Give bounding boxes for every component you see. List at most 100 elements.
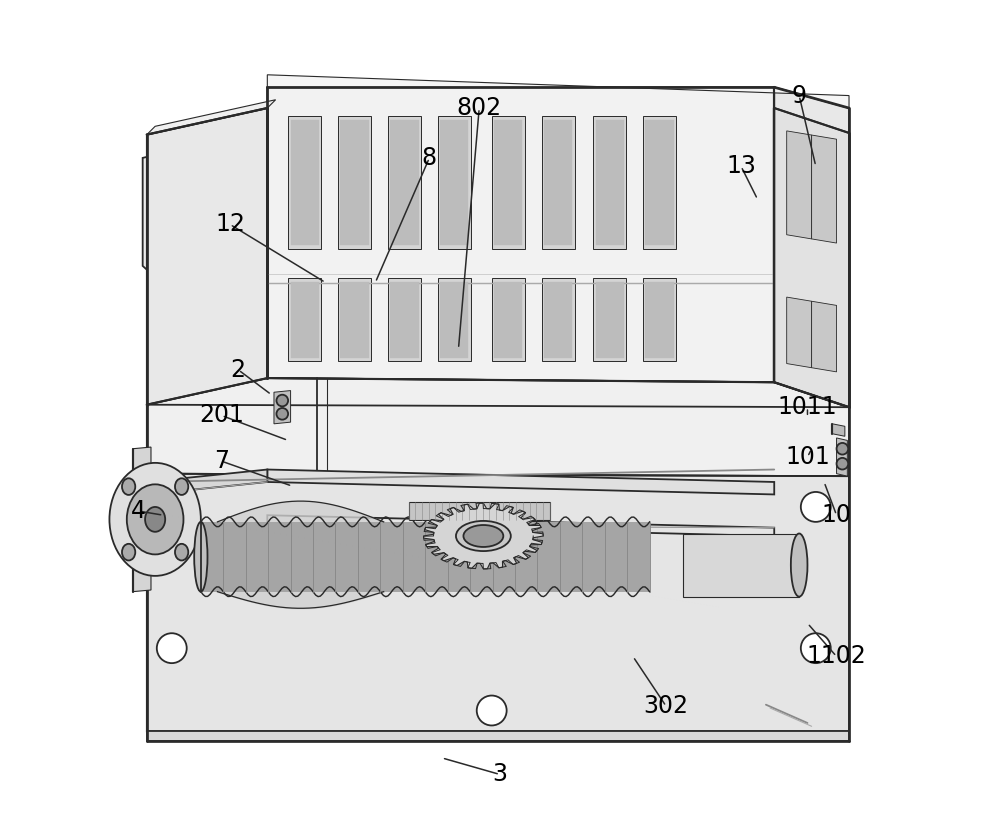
Polygon shape xyxy=(313,522,335,592)
Text: 4: 4 xyxy=(131,499,146,523)
Polygon shape xyxy=(787,130,812,239)
Ellipse shape xyxy=(276,395,288,406)
Text: 302: 302 xyxy=(644,695,689,718)
Ellipse shape xyxy=(463,525,503,547)
Ellipse shape xyxy=(127,484,183,554)
Text: 13: 13 xyxy=(726,155,756,178)
Polygon shape xyxy=(537,522,560,592)
Polygon shape xyxy=(448,522,470,592)
Polygon shape xyxy=(291,522,313,592)
Text: 101: 101 xyxy=(785,445,830,469)
Polygon shape xyxy=(338,278,371,361)
Text: 9: 9 xyxy=(792,84,807,107)
Polygon shape xyxy=(544,282,572,358)
Polygon shape xyxy=(133,447,151,592)
Text: 1011: 1011 xyxy=(778,396,837,419)
Polygon shape xyxy=(268,522,291,592)
Polygon shape xyxy=(440,120,468,245)
Polygon shape xyxy=(388,116,421,249)
Polygon shape xyxy=(645,282,674,358)
Polygon shape xyxy=(837,438,847,476)
Polygon shape xyxy=(492,116,525,249)
Polygon shape xyxy=(832,424,845,436)
Polygon shape xyxy=(544,120,572,245)
Polygon shape xyxy=(403,522,425,592)
Polygon shape xyxy=(643,116,676,249)
Polygon shape xyxy=(358,522,380,592)
Ellipse shape xyxy=(477,696,507,725)
Polygon shape xyxy=(147,100,276,135)
Ellipse shape xyxy=(194,522,207,592)
Ellipse shape xyxy=(801,492,831,522)
Ellipse shape xyxy=(837,443,848,455)
Polygon shape xyxy=(390,120,419,245)
Ellipse shape xyxy=(837,458,848,470)
Polygon shape xyxy=(438,278,471,361)
Ellipse shape xyxy=(122,543,135,560)
Polygon shape xyxy=(812,302,837,372)
Polygon shape xyxy=(267,470,774,494)
Polygon shape xyxy=(267,515,774,536)
Polygon shape xyxy=(147,108,267,405)
Polygon shape xyxy=(515,522,537,592)
Polygon shape xyxy=(440,282,468,358)
Polygon shape xyxy=(143,129,267,378)
Polygon shape xyxy=(288,116,321,249)
Ellipse shape xyxy=(456,521,511,551)
Polygon shape xyxy=(774,87,849,407)
Polygon shape xyxy=(542,278,575,361)
Ellipse shape xyxy=(276,408,288,420)
Polygon shape xyxy=(291,120,319,245)
Text: 8: 8 xyxy=(422,146,437,170)
Polygon shape xyxy=(494,282,522,358)
Polygon shape xyxy=(338,116,371,249)
Polygon shape xyxy=(582,522,605,592)
Polygon shape xyxy=(643,278,676,361)
Polygon shape xyxy=(409,502,550,520)
Polygon shape xyxy=(812,135,837,243)
Polygon shape xyxy=(291,282,319,358)
Polygon shape xyxy=(593,278,626,361)
Polygon shape xyxy=(380,522,403,592)
Polygon shape xyxy=(388,278,421,361)
Ellipse shape xyxy=(791,534,807,597)
Text: 10: 10 xyxy=(822,504,851,527)
Polygon shape xyxy=(147,731,849,741)
Polygon shape xyxy=(267,75,849,108)
Polygon shape xyxy=(223,522,246,592)
Ellipse shape xyxy=(157,633,187,663)
Text: 1102: 1102 xyxy=(807,645,866,668)
Text: 7: 7 xyxy=(214,450,229,473)
Polygon shape xyxy=(438,116,471,249)
Ellipse shape xyxy=(157,492,187,522)
Polygon shape xyxy=(147,470,267,494)
Polygon shape xyxy=(335,522,358,592)
Polygon shape xyxy=(596,282,624,358)
Ellipse shape xyxy=(175,543,188,560)
Polygon shape xyxy=(596,120,624,245)
Text: 12: 12 xyxy=(215,213,245,236)
Ellipse shape xyxy=(122,479,135,495)
Polygon shape xyxy=(645,120,674,245)
Text: 201: 201 xyxy=(199,404,244,427)
Ellipse shape xyxy=(109,463,201,576)
Polygon shape xyxy=(627,522,650,592)
Polygon shape xyxy=(201,522,650,592)
Polygon shape xyxy=(605,522,627,592)
Polygon shape xyxy=(246,522,268,592)
Polygon shape xyxy=(774,108,849,407)
Polygon shape xyxy=(493,522,515,592)
Polygon shape xyxy=(340,282,369,358)
Polygon shape xyxy=(542,116,575,249)
Polygon shape xyxy=(147,378,849,476)
Polygon shape xyxy=(267,87,774,382)
Polygon shape xyxy=(593,116,626,249)
Ellipse shape xyxy=(175,479,188,495)
Polygon shape xyxy=(201,522,223,592)
Polygon shape xyxy=(288,278,321,361)
Polygon shape xyxy=(340,120,369,245)
Ellipse shape xyxy=(801,633,831,663)
Text: 3: 3 xyxy=(492,763,508,786)
Polygon shape xyxy=(470,522,493,592)
Polygon shape xyxy=(683,534,799,597)
